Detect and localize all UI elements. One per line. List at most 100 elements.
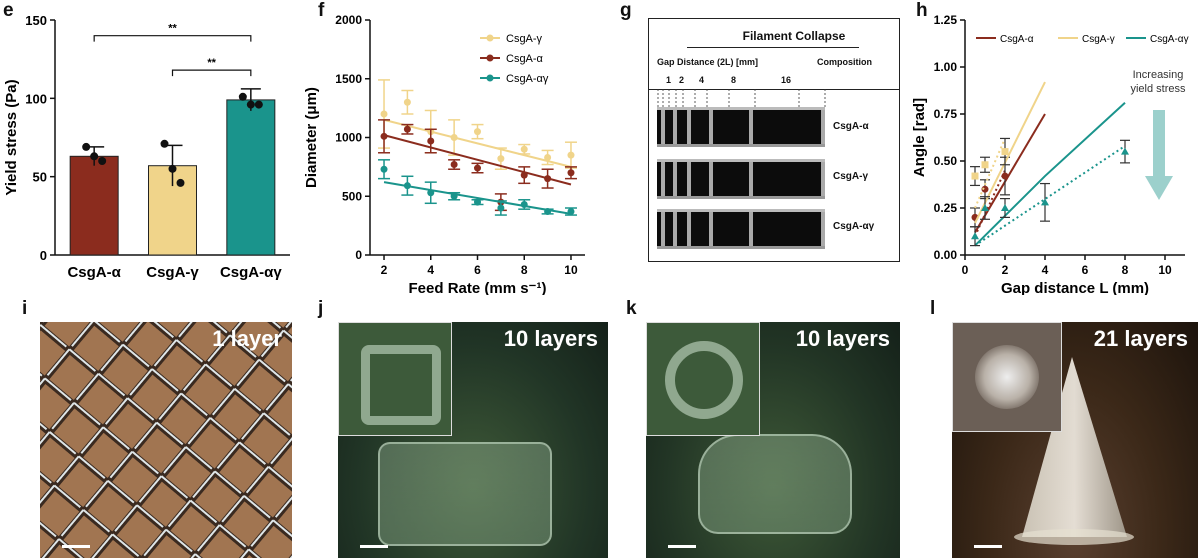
data-point <box>520 145 528 153</box>
legend-label: CsgA-αγ <box>1150 34 1189 45</box>
inset-square-top-view <box>338 322 452 436</box>
filament-image-alphagamma <box>657 209 825 249</box>
y-tick-label: 0.00 <box>934 248 958 262</box>
scale-bar <box>62 545 90 548</box>
data-point <box>380 110 388 118</box>
annotation-text: yield stress <box>1130 83 1186 95</box>
panel-label-i: i <box>22 298 28 319</box>
annotation-text: Increasing <box>1133 69 1184 81</box>
y-axis-title: Angle [rad] <box>911 98 928 177</box>
x-tick-label: 2 <box>1002 263 1009 277</box>
y-tick-label: 50 <box>33 170 47 185</box>
y-tick-label: 0 <box>40 248 47 263</box>
data-point <box>520 171 528 179</box>
y-tick-label: 500 <box>342 189 362 203</box>
scale-bar <box>974 545 1002 548</box>
panel-label-g: g <box>620 0 632 21</box>
x-tick-label: 0 <box>962 263 969 277</box>
gap-label-2: 2 <box>679 75 685 85</box>
y-tick-label: 1.25 <box>934 13 958 27</box>
data-point <box>246 100 255 109</box>
legend-label: CsgA-α <box>506 53 544 65</box>
data-point <box>981 204 989 211</box>
fit-line <box>974 145 1126 247</box>
x-tick-label: CsgA-α <box>67 264 121 281</box>
fit-line <box>383 134 572 186</box>
bar <box>69 155 119 256</box>
x-tick-label: 6 <box>1082 263 1089 277</box>
diameter-feed-rate-chart: 0 500 1000 1500 2000 2 4 6 8 10 Feed Rate (mm s⁻¹)… <box>303 13 585 295</box>
increasing-arrow-shaft <box>1153 110 1165 176</box>
data-point <box>160 139 169 148</box>
significance-label: ** <box>207 57 216 69</box>
x-tick-label: CsgA-γ <box>146 264 199 281</box>
data-point <box>544 208 552 216</box>
angle-gap-distance-chart: 0.00 0.25 0.50 0.75 1.00 1.25 0 2 4 6 8 10 Gap dista… <box>911 13 1189 295</box>
data-point <box>82 142 91 151</box>
data-point <box>254 100 263 109</box>
filament-image-gamma <box>657 159 825 199</box>
y-tick-label: 2000 <box>335 13 362 27</box>
data-point <box>403 182 411 190</box>
data-point <box>474 164 481 172</box>
x-axis-title: Feed Rate (mm s⁻¹) <box>409 280 547 295</box>
data-point <box>971 232 979 240</box>
data-point <box>981 185 989 193</box>
data-point <box>1121 147 1129 155</box>
model-line <box>974 101 1126 247</box>
fit-line <box>383 181 572 215</box>
x-tick-label: 10 <box>564 263 578 277</box>
x-tick-label: 4 <box>1042 263 1049 277</box>
photo-ring-10-layers: 10 layers <box>646 322 900 558</box>
data-point <box>90 152 99 161</box>
data-point <box>238 92 247 101</box>
filament-image-alpha <box>657 107 825 147</box>
data-point <box>474 128 481 136</box>
data-point <box>567 151 575 159</box>
legend-marker <box>486 34 494 42</box>
bar <box>226 99 276 256</box>
photo-lattice-1-layer: 1 layer <box>40 322 292 558</box>
y-tick-label: 0.50 <box>934 154 958 168</box>
data-point <box>497 204 505 212</box>
composition-header: Composition <box>817 57 872 67</box>
data-point <box>1001 204 1009 211</box>
data-point <box>971 172 979 180</box>
data-point <box>544 175 552 183</box>
panel-label-j: j <box>318 298 324 319</box>
x-tick-label: 2 <box>381 263 388 277</box>
significance-bracket <box>171 69 252 77</box>
title-underline <box>687 47 859 48</box>
data-point <box>98 157 107 165</box>
data-point <box>497 155 505 163</box>
data-point <box>450 192 458 200</box>
data-point <box>380 132 388 140</box>
printed-square-structure <box>378 442 552 546</box>
inset-ring-top-view <box>646 322 760 436</box>
panel-label-e: e <box>3 0 14 21</box>
y-tick-label: 0 <box>355 248 362 262</box>
data-point <box>474 198 481 206</box>
legend-label: CsgA-γ <box>506 33 543 45</box>
panel-label-h: h <box>916 0 928 21</box>
gap-distance-header: Gap Distance (2L) [mm] <box>657 57 759 67</box>
y-tick-label: 1000 <box>335 131 362 145</box>
photo-caption-j: 10 layers <box>503 326 598 351</box>
data-point <box>1041 198 1049 206</box>
yield-stress-bar-chart: 0 50 100 150 Yield stress (Pa) CsgA-α CsgA-γ Cs… <box>3 13 290 281</box>
x-tick-label: 10 <box>1158 263 1172 277</box>
y-axis-title: Yield stress (Pa) <box>3 79 20 195</box>
printed-ring-structure <box>698 434 852 534</box>
photo-caption-i: 1 layer <box>212 326 282 351</box>
separator-line <box>649 89 899 90</box>
data-point <box>544 153 552 161</box>
gap-label-8: 8 <box>731 75 737 85</box>
data-point <box>168 164 177 173</box>
photo-caption-k: 10 layers <box>795 326 890 351</box>
panel-label-f: f <box>318 0 325 21</box>
y-axis-title: Diameter (μm) <box>303 87 320 188</box>
x-axis-title: Gap distance L (mm) <box>1001 280 1149 295</box>
data-point <box>1001 172 1009 180</box>
scale-bar <box>668 545 696 548</box>
increasing-arrow-head <box>1145 176 1173 200</box>
